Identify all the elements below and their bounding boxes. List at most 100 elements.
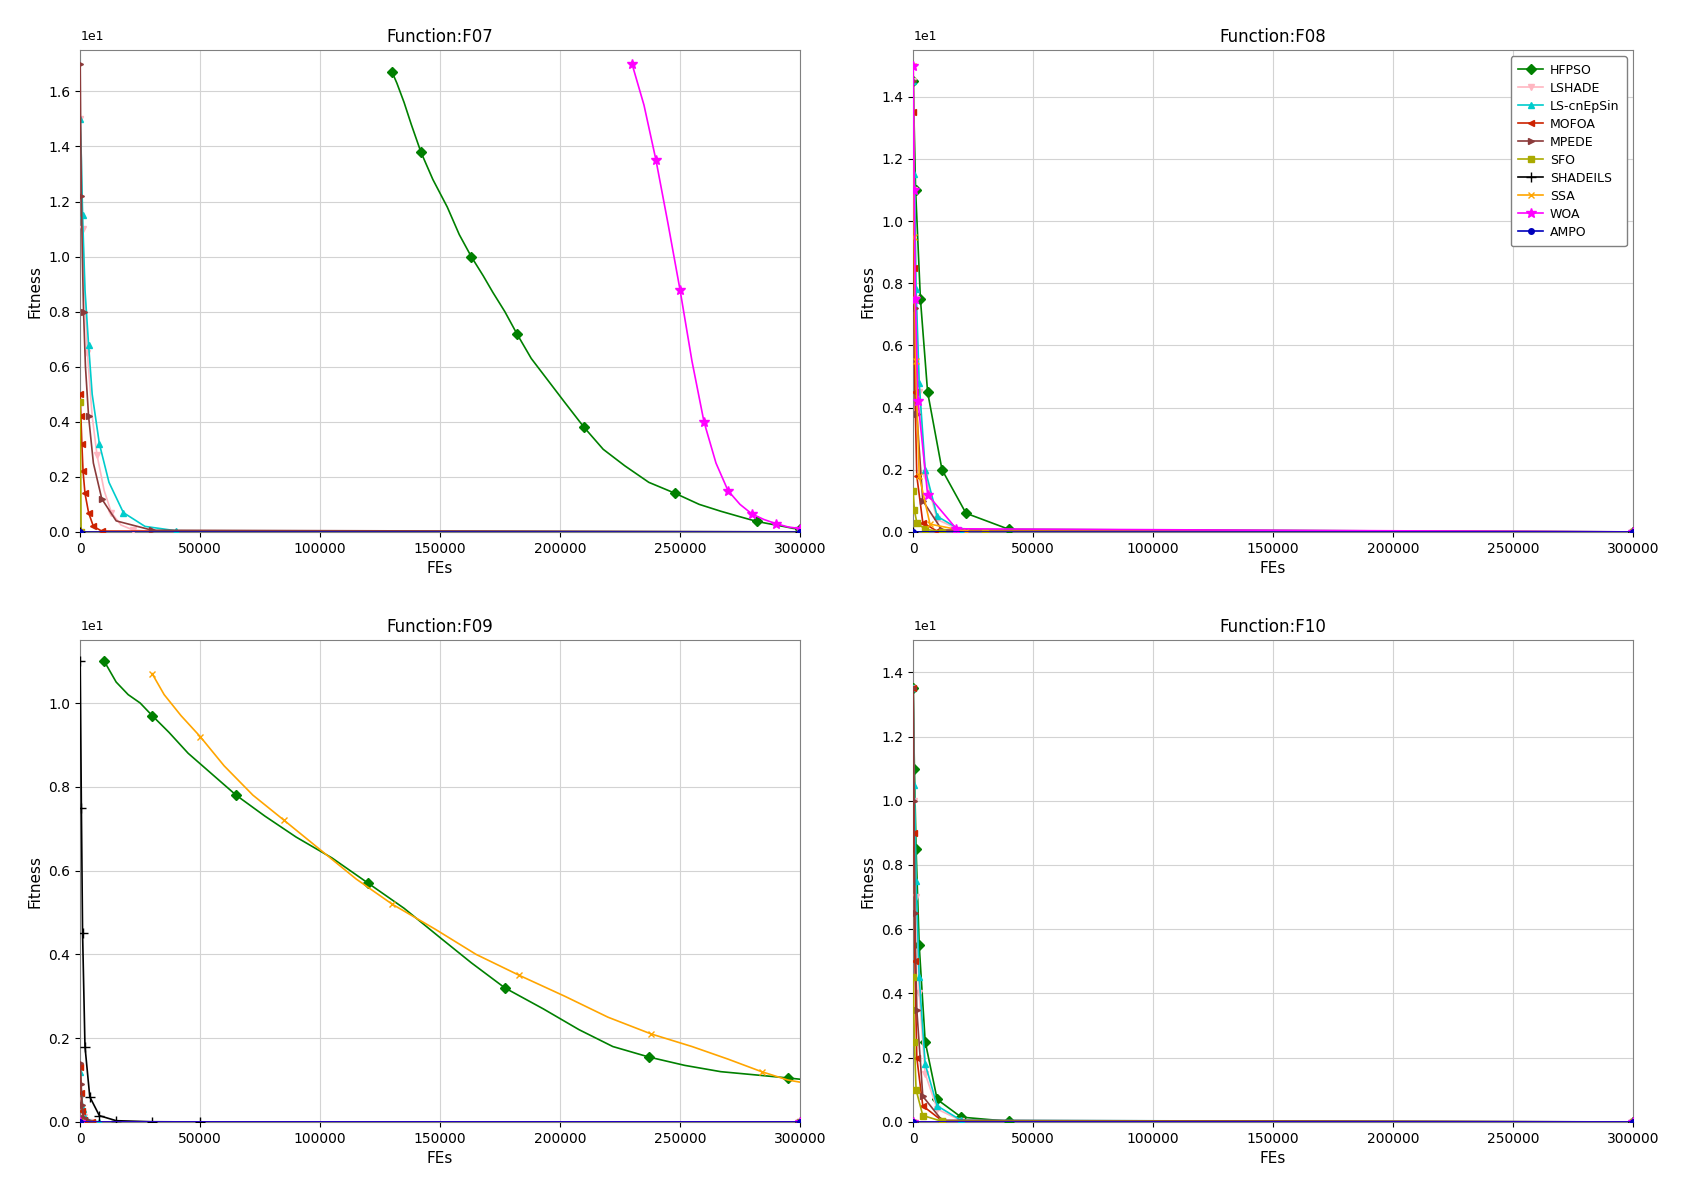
SSA: [273, 813, 294, 827]
SSA: [919, 517, 940, 531]
Y-axis label: Fitness: Fitness: [27, 265, 42, 318]
SFO: [1623, 1115, 1643, 1130]
MOFOA: [73, 437, 93, 451]
LS-cnEpSin: [951, 523, 972, 537]
MOFOA: [904, 384, 924, 399]
MPEDE: [904, 794, 924, 808]
SHADEILS: [79, 1090, 100, 1104]
HFPSO: [395, 96, 415, 110]
Title: Function:F07: Function:F07: [386, 27, 493, 45]
SFO: [975, 524, 995, 538]
LS-cnEpSin: [914, 1057, 935, 1071]
LS-cnEpSin: [71, 153, 91, 167]
MPEDE: [1623, 524, 1643, 538]
SFO: [71, 395, 91, 410]
HFPSO: [430, 930, 450, 944]
HFPSO: [437, 199, 457, 214]
LS-cnEpSin: [165, 524, 186, 538]
HFPSO: [665, 486, 685, 500]
MPEDE: [71, 117, 91, 131]
HFPSO: [918, 384, 938, 399]
SSA: [142, 666, 162, 681]
SFO: [903, 971, 923, 985]
SSA: [904, 229, 924, 244]
SSA: [170, 708, 191, 722]
HFPSO: [903, 74, 923, 88]
HFPSO: [538, 374, 558, 388]
HFPSO: [783, 521, 803, 535]
LSHADE: [71, 153, 91, 167]
LSHADE: [94, 484, 115, 498]
WOA: [682, 355, 702, 369]
HFPSO: [402, 117, 422, 131]
LSHADE: [906, 291, 926, 306]
MPEDE: [790, 524, 810, 538]
MOFOA: [790, 524, 810, 538]
MOFOA: [71, 387, 91, 401]
Line: HFPSO: HFPSO: [909, 78, 1636, 535]
WOA: [906, 291, 926, 306]
LS-cnEpSin: [83, 387, 103, 401]
HFPSO: [639, 1050, 660, 1064]
MOFOA: [71, 1060, 91, 1075]
HFPSO: [999, 522, 1019, 536]
MPEDE: [74, 304, 94, 319]
MPEDE: [1623, 1115, 1643, 1130]
MPEDE: [71, 56, 91, 70]
SSA: [214, 758, 234, 773]
Line: LSHADE: LSHADE: [76, 1064, 803, 1126]
SSA: [191, 730, 211, 744]
MOFOA: [913, 516, 933, 530]
WOA: [904, 183, 924, 197]
MOFOA: [83, 1115, 103, 1130]
LS-cnEpSin: [906, 874, 926, 888]
LSHADE: [928, 512, 948, 527]
LSHADE: [1623, 1115, 1643, 1130]
MOFOA: [73, 1104, 93, 1119]
HFPSO: [931, 462, 951, 476]
LS-cnEpSin: [74, 283, 94, 297]
SSA: [790, 1075, 810, 1089]
MOFOA: [931, 1114, 951, 1128]
HFPSO: [358, 876, 378, 891]
HFPSO: [410, 144, 430, 159]
MPEDE: [906, 407, 926, 421]
WOA: [918, 487, 938, 501]
LSHADE: [142, 524, 162, 538]
SFO: [903, 485, 923, 499]
HFPSO: [747, 1067, 768, 1082]
MOFOA: [904, 260, 924, 275]
MPEDE: [74, 1110, 94, 1125]
HFPSO: [179, 746, 199, 761]
WOA: [705, 456, 725, 470]
HFPSO: [386, 76, 407, 91]
SFO: [914, 522, 935, 536]
WOA: [908, 394, 928, 408]
WOA: [754, 512, 774, 527]
Text: 1e1: 1e1: [913, 620, 936, 633]
HFPSO: [1623, 1115, 1643, 1130]
SSA: [903, 59, 923, 73]
HFPSO: [569, 1022, 589, 1036]
Y-axis label: Fitness: Fitness: [860, 265, 876, 318]
Line: LSHADE: LSHADE: [909, 78, 1636, 535]
SFO: [71, 524, 91, 538]
HFPSO: [957, 506, 977, 521]
SSA: [597, 1010, 617, 1024]
LSHADE: [914, 1066, 935, 1081]
LSHADE: [903, 682, 923, 696]
LSHADE: [74, 290, 94, 304]
MPEDE: [142, 523, 162, 537]
LSHADE: [951, 1114, 972, 1128]
HFPSO: [159, 725, 179, 739]
SSA: [310, 843, 331, 857]
HFPSO: [255, 810, 275, 824]
LSHADE: [74, 1109, 94, 1124]
MPEDE: [903, 682, 923, 696]
SSA: [381, 897, 402, 911]
SSA: [719, 1052, 739, 1066]
LS-cnEpSin: [73, 1102, 93, 1116]
Line: MOFOA: MOFOA: [76, 1064, 803, 1126]
LS-cnEpSin: [790, 524, 810, 538]
HFPSO: [911, 291, 931, 306]
